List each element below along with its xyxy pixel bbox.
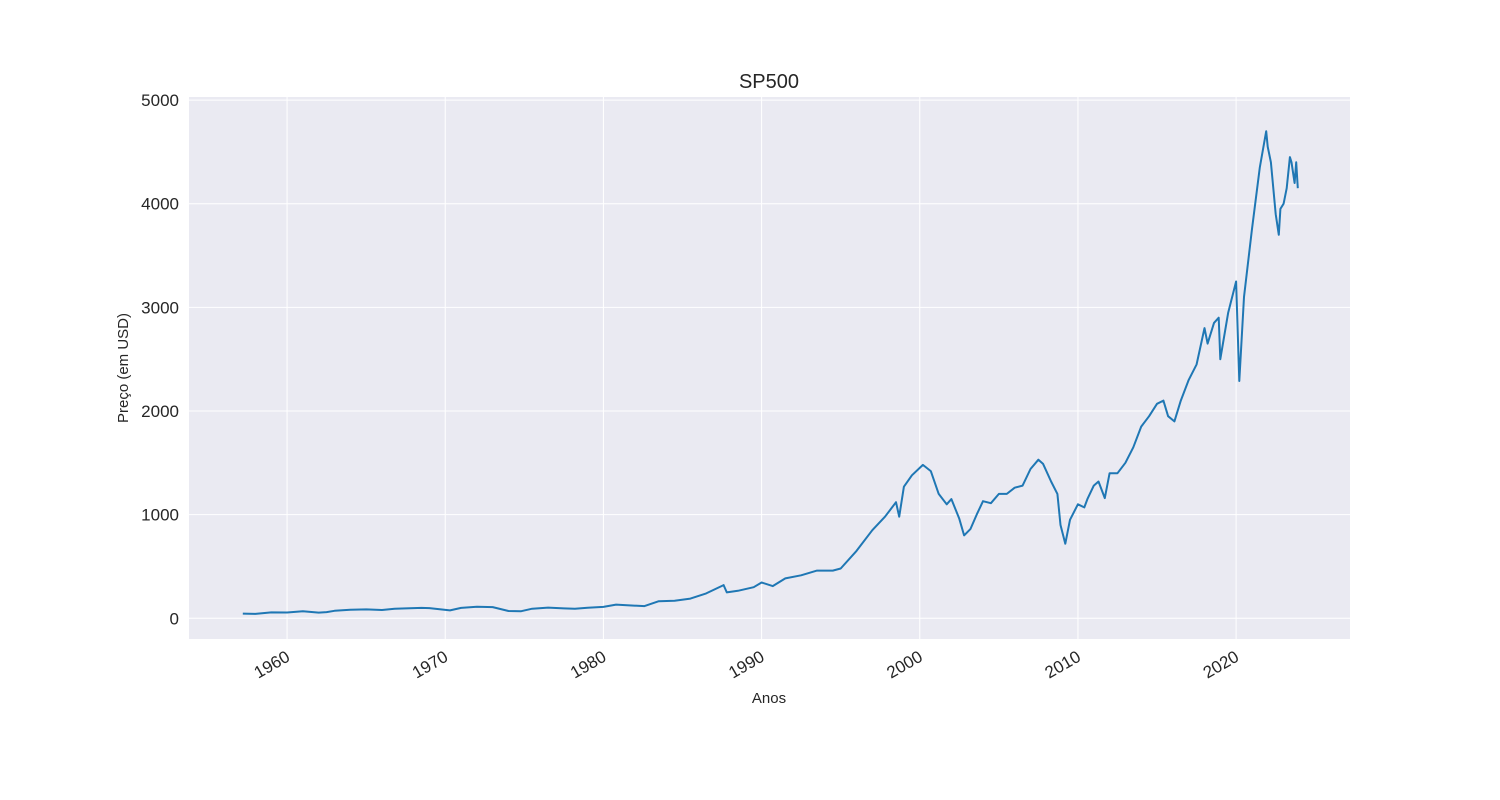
plot-area — [189, 97, 1350, 639]
chart-title: SP500 — [739, 71, 799, 93]
x-tick-label: 2020 — [1200, 647, 1242, 682]
series-line — [242, 130, 1299, 615]
tick-labels: 1960 1970 1980 1990 2000 2010 2020 0 1000 2000 300… — [141, 91, 1242, 682]
x-tick-label: 1990 — [725, 647, 767, 682]
grid-lines — [189, 97, 1350, 639]
y-tick-label: 1000 — [141, 506, 179, 525]
x-tick-label: 1970 — [409, 647, 451, 682]
y-tick-label: 4000 — [141, 195, 179, 214]
y-tick-label: 0 — [170, 609, 179, 628]
y-tick-label: 2000 — [141, 402, 179, 421]
x-tick-label: 2010 — [1042, 647, 1084, 682]
y-axis-label: Preço (em USD) — [115, 313, 132, 423]
x-tick-label: 1980 — [567, 647, 609, 682]
y-tick-label: 5000 — [141, 91, 179, 110]
series-group — [242, 130, 1299, 615]
x-tick-label: 1960 — [251, 647, 293, 682]
y-tick-label: 3000 — [141, 298, 179, 317]
x-tick-label: 2000 — [884, 647, 926, 682]
x-axis-label: Anos — [752, 690, 786, 707]
